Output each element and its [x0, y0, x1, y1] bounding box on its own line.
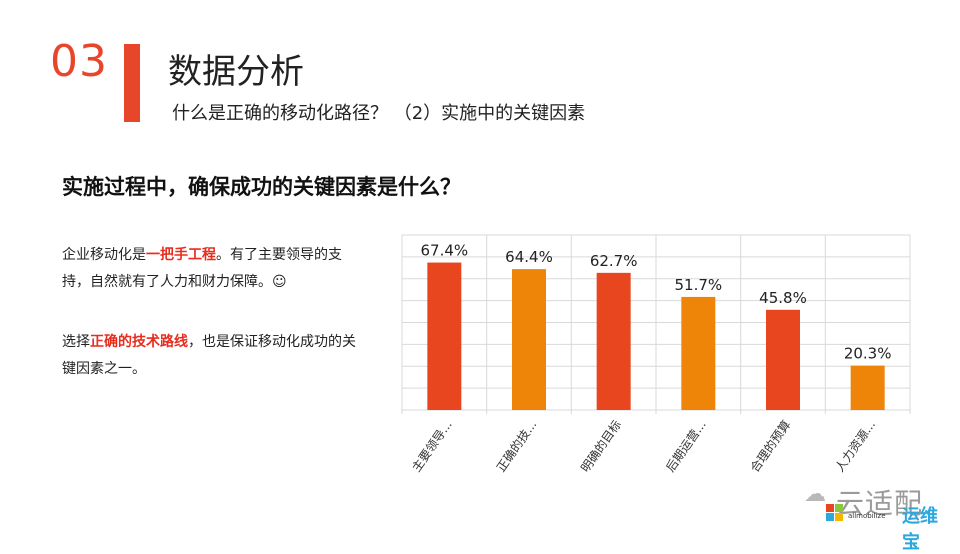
- category-label: 合理的预算: [747, 417, 794, 475]
- data-label: 20.3%: [844, 345, 892, 363]
- watermark-brand: 运维宝: [902, 506, 938, 553]
- paragraph-tech-route-pre: 选择: [62, 334, 90, 350]
- data-label: 67.4%: [421, 242, 469, 260]
- paragraph-leadership-post: 。有了主要领导的支持，自然就有了人力和财力保障。☺: [62, 247, 342, 290]
- bar-chart: 67.4% 主要领导... 64.4% 正确的技... 62.7% 明确的目标 51.7% 后…: [401, 234, 911, 475]
- category-label: 后期运营...: [663, 418, 709, 475]
- bar: [766, 309, 800, 410]
- logo-squares-icon: [826, 504, 844, 522]
- paragraph-leadership-pre: 企业移动化是: [62, 247, 146, 263]
- paragraph-leadership-highlight: 一把手工程: [146, 247, 216, 263]
- bar: [512, 269, 546, 410]
- category-label: 人力资源...: [833, 418, 879, 475]
- data-label: 64.4%: [505, 248, 553, 266]
- key-question: 实施过程中，确保成功的关键因素是什么？: [62, 175, 461, 199]
- paragraph-leadership: 企业移动化是一把手工程。有了主要领导的支持，自然就有了人力和财力保障。☺: [62, 242, 362, 296]
- paragraph-tech-route: 选择正确的技术路线，也是保证移动化成功的关键因素之一。: [62, 329, 362, 383]
- bar: [427, 262, 462, 410]
- section-accent-bar: [124, 44, 140, 122]
- section-number: 03: [50, 36, 108, 87]
- page-subtitle: 什么是正确的移动化路径？ （2）实施中的关键因素: [172, 103, 586, 124]
- category-label: 主要领导...: [409, 418, 455, 475]
- paragraph-tech-route-highlight: 正确的技术路线: [90, 334, 188, 350]
- bar: [850, 365, 885, 410]
- category-label: 明确的目标: [577, 417, 624, 475]
- bar: [596, 272, 631, 410]
- watermark-english: allmobilize: [848, 512, 886, 520]
- watermark-logo: ☁ 云适配 allmobilize 运维宝: [804, 482, 954, 553]
- paragraph-tech-route-post: ，也是保证移动化成功的关键因素之一。: [62, 334, 356, 377]
- bar: [681, 296, 716, 410]
- category-label: 正确的技...: [493, 417, 539, 474]
- data-label: 62.7%: [590, 252, 638, 270]
- watermark-chinese: 云适配: [836, 487, 924, 520]
- data-label: 45.8%: [759, 289, 807, 307]
- page-title: 数据分析: [168, 52, 304, 92]
- data-label: 51.7%: [675, 276, 723, 294]
- wechat-icon: ☁: [804, 482, 826, 507]
